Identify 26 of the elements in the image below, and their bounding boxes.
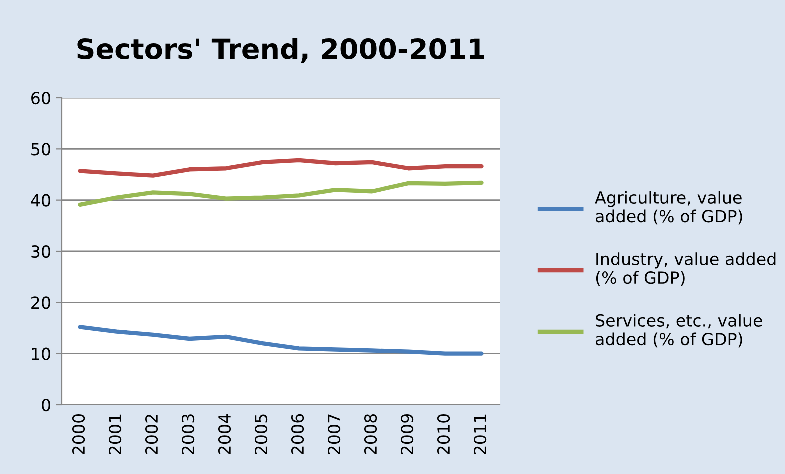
y-tick-label: 10 <box>32 348 50 360</box>
legend-label: Agriculture, value added (% of GDP) <box>595 191 742 225</box>
x-tick-label: 2002 <box>145 415 158 455</box>
x-tick-label: 2009 <box>400 414 414 455</box>
x-tick-label: 2005 <box>254 414 268 455</box>
x-tick-label: 2004 <box>218 414 232 455</box>
x-tick-label: 2000 <box>72 414 86 455</box>
x-tick-label: 2008 <box>364 414 378 455</box>
legend-label: Services, etc., value added (% of GDP) <box>596 314 762 348</box>
y-tick-label: 0 <box>42 398 50 412</box>
line-series <box>78 180 484 208</box>
y-tick-label: 40 <box>31 194 50 207</box>
y-tick-label: 20 <box>32 296 50 310</box>
x-tick-label: 2010 <box>437 414 450 455</box>
x-tick-label: 2006 <box>291 414 304 455</box>
x-tick-label: 2001 <box>108 414 122 455</box>
x-tick-label: 2011 <box>474 414 487 455</box>
y-tick-label: 60 <box>32 92 50 105</box>
chart-title: Sectors' Trend, 2000-2011 <box>78 38 484 64</box>
y-tick-label: 30 <box>32 245 50 258</box>
x-tick-label: 2003 <box>182 414 195 455</box>
y-tick-label: 50 <box>32 143 50 156</box>
x-tick-label: 2007 <box>328 414 341 455</box>
line-series <box>78 325 484 356</box>
legend-label: Industry, value added (% of GDP) <box>596 252 776 286</box>
line-series <box>78 158 484 178</box>
